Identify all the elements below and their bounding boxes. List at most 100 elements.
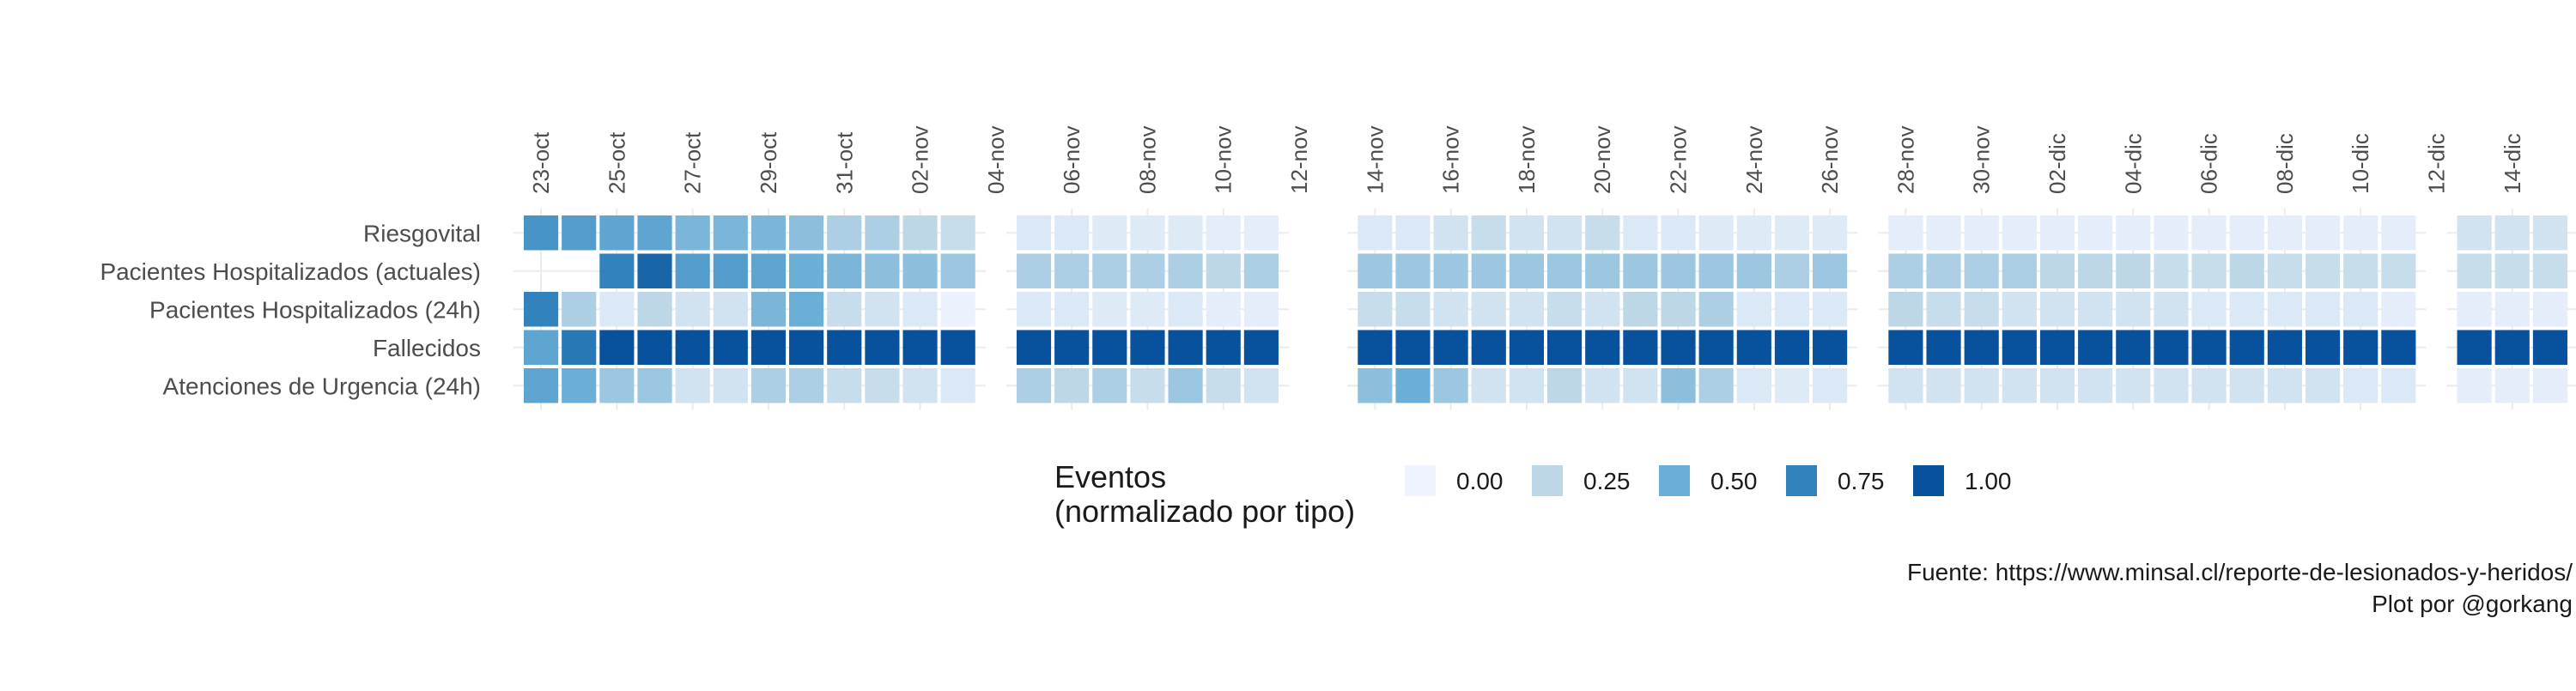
heatmap-tile [750,368,787,403]
heatmap-tile [1130,215,1165,251]
heatmap-tile [2343,253,2379,288]
heatmap-tile [1358,215,1393,251]
heatmap-tile [1358,292,1393,327]
heatmap-tile [2532,292,2567,327]
legend-title-line-2: (normalizado por tipo) [1054,494,1355,529]
heatmap-tile [1471,253,1506,288]
heatmap-tile [1964,368,1999,403]
heatmap-tile [2002,368,2037,403]
legend-label: 0.75 [1838,468,1885,494]
heatmap-tile [1092,292,1127,327]
x-tick-label: 20-nov [1589,126,1615,195]
heatmap-tile [865,330,900,365]
x-tick-label: 25-oct [604,131,629,194]
legend-label: 1.00 [1965,468,2012,494]
heatmap-tile [2381,215,2416,251]
x-tick-label: 08-dic [2272,133,2298,194]
heatmap-tile [2078,215,2113,251]
heatmap-tile [1585,292,1620,327]
heatmap-tile [713,215,748,251]
heatmap-tile [562,292,597,327]
heatmap-tile [750,253,787,288]
heatmap-tile [1926,292,1961,327]
heatmap-tile [1016,330,1052,365]
y-axis-label: Fallecidos [373,335,481,361]
heatmap-tile [1016,292,1052,327]
x-tick-label: 14-dic [2500,133,2525,194]
heatmap-tile [1774,253,1810,288]
heatmap-tile [675,368,710,403]
heatmap-tile [1964,292,1999,327]
heatmap-tile [2078,292,2113,327]
heatmap-tile [599,253,635,288]
heatmap-tile [940,368,975,403]
heatmap-tile [637,253,672,288]
heatmap-tile [599,330,635,365]
heatmap-tile [2457,215,2492,251]
heatmap-tile [1585,330,1620,365]
heatmap-tile [2116,368,2151,403]
heatmap-tile [2532,368,2567,403]
x-tick-label: 02-nov [908,126,933,195]
legend-swatch [1405,465,1436,496]
heatmap-tile [1054,215,1090,251]
heatmap-tile [2154,330,2189,365]
x-tick-label: 23-oct [528,131,554,194]
heatmap-tile [2457,330,2492,365]
heatmap-tile [827,292,862,327]
legend-label: 0.25 [1583,468,1631,494]
heatmap-tile [1054,292,1090,327]
x-tick-label: 10-dic [2348,133,2373,194]
heatmap-tile [1054,368,1090,403]
heatmap-tile [2343,215,2379,251]
heatmap-tile [1243,253,1279,288]
heatmap-tile [902,253,938,288]
heatmap-tile [2229,253,2264,288]
x-tick-label: 08-nov [1134,126,1160,195]
heatmap-tile [1623,292,1658,327]
heatmap-tile [902,368,938,403]
heatmap-tile [1736,292,1771,327]
heatmap-tile [1926,368,1961,403]
heatmap-tile [1585,368,1620,403]
heatmap-tile [940,253,975,288]
heatmap-tile [2154,368,2189,403]
y-axis-label: Pacientes Hospitalizados (24h) [149,296,481,323]
heatmap-tile [2002,253,2037,288]
heatmap-tile [2191,215,2227,251]
heatmap-tile [2494,368,2530,403]
heatmap-tile [2002,292,2037,327]
legend-swatch [1532,465,1563,496]
heatmap-tile [637,292,672,327]
heatmap-tile [1471,215,1506,251]
heatmap-tile [1433,368,1468,403]
heatmap-tile [865,253,900,288]
heatmap-tile [2343,330,2379,365]
heatmap-tile [1358,368,1393,403]
heatmap-tile [1054,253,1090,288]
heatmap-tile [1888,368,1923,403]
heatmap-tile [1395,330,1431,365]
heatmap-tile [2229,368,2264,403]
heatmap-tile [1130,368,1165,403]
heatmap-tile [1774,330,1810,365]
heatmap-tile [1130,292,1165,327]
heatmap-tile [1433,330,1468,365]
heatmap-tile [902,330,938,365]
heatmap-tile [1471,292,1506,327]
caption: Fuente: https://www.minsal.cl/reporte-de… [1907,559,2573,617]
x-tick-label: 18-nov [1514,126,1540,195]
heatmap-tile [1206,215,1241,251]
heatmap-tile [562,330,597,365]
heatmap-tile [1509,368,1544,403]
heatmap-tile [599,368,635,403]
heatmap-tile [2039,253,2075,288]
heatmap-tile [1243,368,1279,403]
heatmap-tile [2381,253,2416,288]
heatmap-tile [1813,330,1848,365]
heatmap-tile [2154,292,2189,327]
heatmap-tile [524,330,559,365]
heatmap-tile [2116,215,2151,251]
heatmap-tile [2039,368,2075,403]
heatmap-tile [1395,215,1431,251]
